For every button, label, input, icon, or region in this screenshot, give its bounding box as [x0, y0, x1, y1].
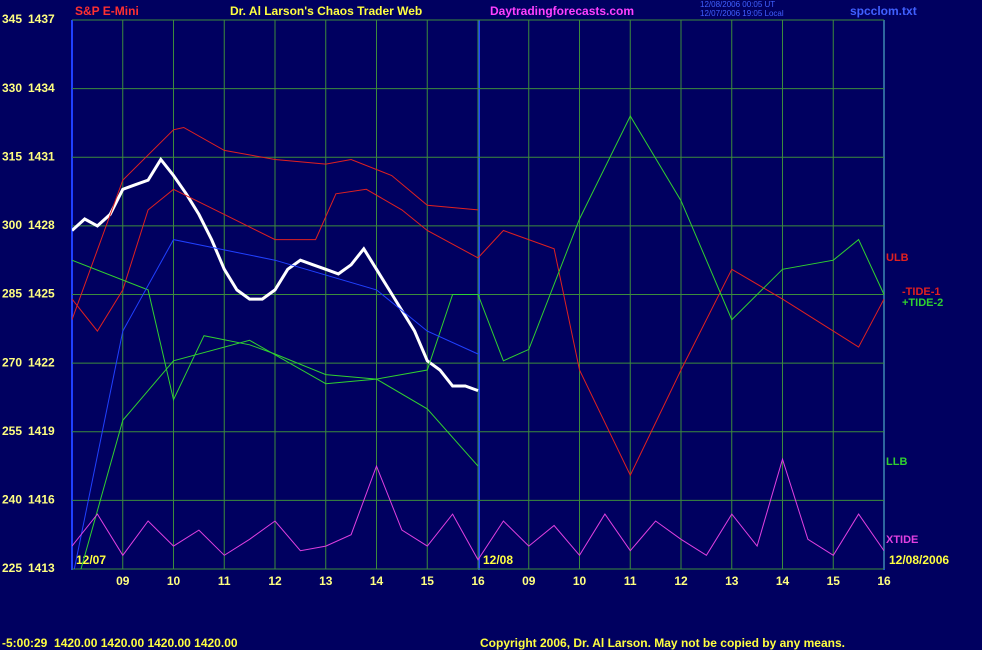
y2-tick-label: 255 [2, 424, 22, 438]
x-tick-label: 15 [421, 574, 435, 588]
y-tick-label: 1437 [28, 12, 55, 26]
x-tick-label: 13 [319, 574, 333, 588]
copyright: Copyright 2006, Dr. Al Larson. May not b… [480, 636, 845, 650]
x-tick-label: 12 [268, 574, 282, 588]
status: -5:00:29 1420.00 1420.00 1420.00 1420.00 [2, 636, 238, 650]
y-tick-label: 1422 [28, 355, 55, 369]
symbol: S&P E-Mini [75, 4, 139, 18]
x-tick-label: 10 [573, 574, 587, 588]
series-line [72, 188, 884, 477]
series-line [72, 126, 479, 320]
x-tick-label: 09 [522, 574, 536, 588]
x-tick-label: 14 [776, 574, 790, 588]
y-tick-label: 1434 [28, 81, 55, 95]
x-tick-label: 12 [674, 574, 688, 588]
y2-tick-label: 345 [2, 12, 22, 26]
y2-tick-label: 240 [2, 493, 22, 507]
y-tick-label: 1413 [28, 561, 55, 575]
date-label: 12/08 [483, 553, 513, 567]
y-tick-label: 1425 [28, 287, 55, 301]
legend-label: XTIDE [886, 534, 918, 546]
x-tick-label: 16 [471, 574, 485, 588]
y-tick-label: 1419 [28, 424, 55, 438]
series-line [72, 156, 479, 393]
title: Dr. Al Larson's Chaos Trader Web [230, 4, 422, 18]
site: Daytradingforecasts.com [490, 4, 634, 18]
date-label: 12/07 [76, 553, 106, 567]
time-utc: 12/08/2006 00:05 UT [700, 0, 775, 9]
series-line [73, 239, 479, 569]
y2-tick-label: 285 [2, 287, 22, 301]
series-line [80, 339, 479, 569]
y-tick-label: 1428 [28, 218, 55, 232]
y-tick-label: 1416 [28, 493, 55, 507]
x-tick-label: 16 [877, 574, 891, 588]
legend-label: ULB [886, 252, 909, 264]
y2-tick-label: 300 [2, 218, 22, 232]
x-tick-label: 11 [624, 574, 637, 588]
y2-tick-label: 315 [2, 149, 22, 163]
series-line [72, 115, 884, 402]
x-tick-label: 14 [370, 574, 384, 588]
legend-label: LLB [886, 456, 907, 468]
legend-label: +TIDE-2 [902, 297, 943, 309]
y2-tick-label: 270 [2, 355, 22, 369]
series-line [72, 457, 884, 561]
y2-tick-label: 225 [2, 561, 22, 575]
y2-tick-label: 330 [2, 81, 22, 95]
x-tick-label: 15 [827, 574, 841, 588]
y-tick-label: 1431 [28, 149, 55, 163]
x-tick-label: 11 [218, 574, 231, 588]
x-tick-label: 13 [725, 574, 739, 588]
file-name: spcclom.txt [850, 4, 917, 18]
x-tick-label: 10 [167, 574, 181, 588]
date-label: 12/08/2006 [889, 553, 949, 567]
legend-label: -TIDE-1 [902, 286, 941, 298]
time-local: 12/07/2006 19:05 Local [700, 9, 784, 18]
plot-area [72, 115, 884, 569]
x-tick-label: 09 [116, 574, 130, 588]
